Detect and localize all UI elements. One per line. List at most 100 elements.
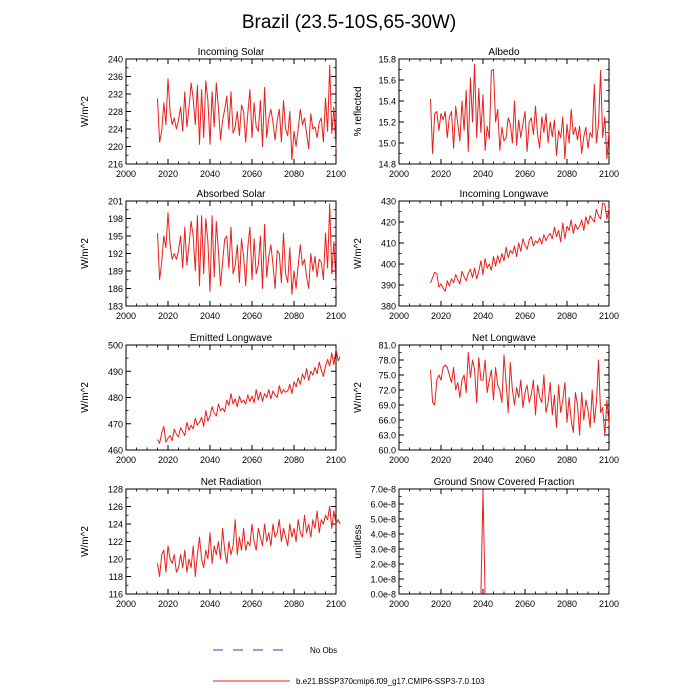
panel-incoming-solar-ytick-label: 224: [108, 125, 123, 135]
panel-incoming-longwave-ylabel: W/m^2: [353, 238, 364, 269]
panel-absorbed-solar-ytick-label: 198: [108, 214, 123, 224]
panel-absorbed-solar-frame: [125, 200, 337, 307]
panel-albedo-xtick-label: 2100: [599, 169, 619, 179]
panel-incoming-solar-xtick-label: 2000: [116, 169, 136, 179]
panel-absorbed-solar-ytick-label: 192: [108, 249, 123, 259]
panel-emitted-longwave-ytick-label: 460: [108, 446, 123, 456]
panel-albedo-xtick-label: 2020: [431, 169, 451, 179]
panel-absorbed-solar-xtick-label: 2040: [200, 311, 220, 321]
panel-net-radiation-ytick-label: 122: [108, 537, 123, 547]
panel-albedo-ytick-label: 15.6: [378, 76, 396, 86]
panel-incoming-solar-xtick-label: 2080: [284, 169, 304, 179]
legend-model-label: b.e21.BSSP370cmip6.f09_g17.CMIP6-SSP3-7.…: [296, 677, 485, 686]
panel-net-radiation-xtick-label: 2040: [200, 599, 220, 609]
panel-incoming-longwave-ytick-label: 390: [381, 281, 396, 291]
panel-emitted-longwave-ylabel: W/m^2: [80, 382, 91, 413]
panel-net-longwave-ytick-label: 72.0: [378, 386, 396, 396]
panel-ground-snow-covered-fraction-xtick-label: 2000: [389, 599, 409, 609]
panel-incoming-solar-xtick-label: 2060: [242, 169, 262, 179]
panel-albedo-xtick-label: 2000: [389, 169, 409, 179]
panel-incoming-longwave-ytick-label: 400: [381, 260, 396, 270]
panel-emitted-longwave-xtick-label: 2100: [326, 455, 346, 465]
panel-ground-snow-covered-fraction-series-line: [480, 490, 486, 595]
panel-absorbed-solar-xtick-label: 2020: [158, 311, 178, 321]
panel-net-longwave-xtick-label: 2100: [599, 455, 619, 465]
panel-incoming-longwave-frame: [398, 200, 610, 307]
panel-emitted-longwave-ytick-label: 490: [108, 367, 123, 377]
panel-ground-snow-covered-fraction-xtick-label: 2040: [473, 599, 493, 609]
panel-net-radiation-ytick-label: 120: [108, 555, 123, 565]
panel-emitted-longwave-xtick-label: 2040: [200, 455, 220, 465]
panel-albedo-xtick-label: 2060: [515, 169, 535, 179]
panel-incoming-solar-ytick-label: 216: [108, 160, 123, 170]
panels-container: Incoming Solar W/m^2 2000 2020 2040 2060 2080 2…: [80, 47, 619, 609]
legend: No Obs b.e21.BSSP370cmip6.f09_g17.CMIP6-…: [213, 646, 485, 686]
panel-incoming-solar-ytick-label: 240: [108, 55, 123, 65]
panel-incoming-longwave-xtick-label: 2100: [599, 311, 619, 321]
panel-net-radiation-xtick-label: 2020: [158, 599, 178, 609]
panel-net-longwave-ytick-label: 81.0: [378, 341, 396, 351]
panel-net-longwave-ytick-label: 66.0: [378, 416, 396, 426]
panel-emitted-longwave-frame: [125, 344, 337, 451]
panel-net-longwave-ytick-label: 60.0: [378, 446, 396, 456]
panel-incoming-solar-ytick-label: 228: [108, 107, 123, 117]
panel-ground-snow-covered-fraction-xtick-label: 2060: [515, 599, 535, 609]
panel-net-radiation-ytick-label: 126: [108, 502, 123, 512]
panel-absorbed-solar-ytick-label: 183: [108, 302, 123, 312]
panel-absorbed-solar-xtick-label: 2060: [242, 311, 262, 321]
panel-incoming-longwave-title: Incoming Longwave: [460, 189, 549, 200]
panel-ground-snow-covered-fraction-ytick-label: 7.0e-8: [370, 485, 396, 495]
panel-net-longwave-xtick-label: 2040: [473, 455, 493, 465]
panel-net-radiation-frame: [125, 488, 337, 595]
panel-incoming-solar-xtick-label: 2040: [200, 169, 220, 179]
panel-net-radiation-ytick-label: 124: [108, 520, 123, 530]
panel-emitted-longwave-xtick-label: 2000: [116, 455, 136, 465]
panel-net-radiation-ylabel: W/m^2: [80, 526, 91, 557]
panel-albedo-xtick-label: 2040: [473, 169, 493, 179]
panel-emitted-longwave-ytick-label: 500: [108, 341, 123, 351]
panel-emitted-longwave-ytick-label: 470: [108, 419, 123, 429]
panel-incoming-solar-xtick-label: 2020: [158, 169, 178, 179]
panel-net-longwave-title: Net Longwave: [472, 333, 536, 344]
panel-albedo-title: Albedo: [488, 47, 520, 58]
panel-net-longwave-xtick-label: 2060: [515, 455, 535, 465]
panel-ground-snow-covered-fraction-title: Ground Snow Covered Fraction: [434, 477, 575, 488]
panel-net-radiation-xtick-label: 2100: [326, 599, 346, 609]
legend-no-obs-label: No Obs: [310, 646, 337, 655]
panel-net-longwave: Net Longwave W/m^2 2000 2020 2040 2060 2080 210…: [353, 333, 619, 465]
panel-absorbed-solar-ytick-label: 195: [108, 232, 123, 242]
panel-albedo-ytick-label: 15.4: [378, 97, 396, 107]
panel-incoming-longwave-xtick-label: 2080: [557, 311, 577, 321]
panel-incoming-solar-frame: [125, 58, 337, 165]
panel-emitted-longwave: Emitted Longwave W/m^2 2000 2020 2040 2060 208…: [80, 333, 346, 465]
panel-incoming-solar-ytick-label: 236: [108, 72, 123, 82]
panel-net-radiation-xtick-label: 2000: [116, 599, 136, 609]
panel-ground-snow-covered-fraction-ytick-label: 0.0e-8: [370, 590, 396, 600]
panel-albedo: Albedo % reflected 2000 2020 2040 2060 2080 210…: [353, 47, 619, 179]
panel-absorbed-solar-ytick-label: 189: [108, 267, 123, 277]
panel-net-longwave-xtick-label: 2000: [389, 455, 409, 465]
panel-ground-snow-covered-fraction-ytick-label: 5.0e-8: [370, 515, 396, 525]
panel-incoming-solar-ylabel: W/m^2: [80, 96, 91, 127]
panel-incoming-longwave: Incoming Longwave W/m^2 2000 2020 2040 2060 20…: [353, 189, 619, 321]
panel-net-radiation-xtick-label: 2080: [284, 599, 304, 609]
panel-absorbed-solar-ytick-label: 186: [108, 284, 123, 294]
panel-net-radiation-ytick-label: 128: [108, 485, 123, 495]
panel-incoming-longwave-ytick-label: 380: [381, 302, 396, 312]
panel-ground-snow-covered-fraction-xtick-label: 2080: [557, 599, 577, 609]
panel-ground-snow-covered-fraction-ytick-label: 6.0e-8: [370, 500, 396, 510]
panel-absorbed-solar: Absorbed Solar W/m^2 2000 2020 2040 2060 2080 2…: [80, 189, 346, 321]
panel-net-longwave-ytick-label: 63.0: [378, 431, 396, 441]
panel-albedo-ytick-label: 15.0: [378, 139, 396, 149]
panel-net-longwave-ytick-label: 75.0: [378, 371, 396, 381]
panel-ground-snow-covered-fraction-xtick-label: 2100: [599, 599, 619, 609]
panel-incoming-longwave-xtick-label: 2020: [431, 311, 451, 321]
panel-net-radiation: Net Radiation W/m^2 2000 2020 2040 2060 2080 21…: [80, 477, 346, 609]
panel-incoming-solar: Incoming Solar W/m^2 2000 2020 2040 2060 2080 2…: [80, 47, 346, 179]
panel-incoming-solar-title: Incoming Solar: [198, 47, 265, 58]
panel-absorbed-solar-xtick-label: 2100: [326, 311, 346, 321]
panel-incoming-solar-series-line: [157, 65, 337, 161]
panel-net-radiation-ytick-label: 118: [109, 572, 123, 582]
panel-albedo-ytick-label: 15.2: [378, 118, 396, 128]
